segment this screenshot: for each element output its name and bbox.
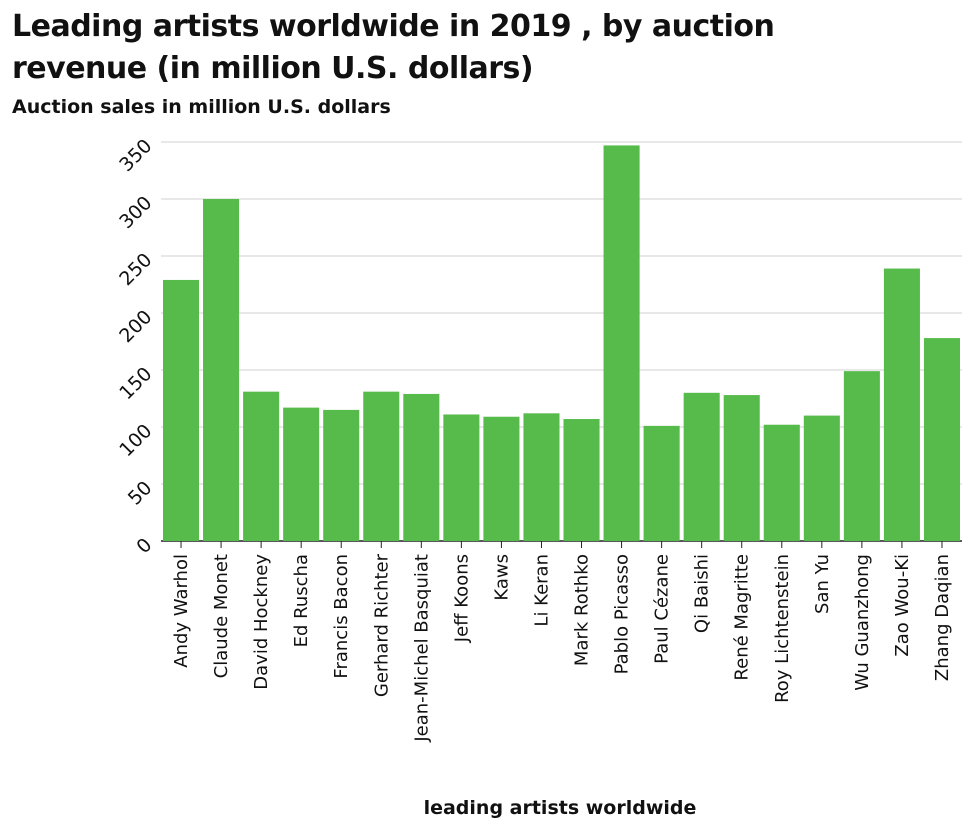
x-tick-label: Gerhard Richter — [371, 553, 392, 697]
bar — [363, 391, 400, 541]
x-tick-label: Francis Bacon — [331, 554, 352, 679]
bar — [443, 414, 480, 541]
y-tick-label: 250 — [115, 249, 156, 290]
x-tick-label: Ed Ruscha — [291, 554, 312, 647]
x-tick-label: San Yu — [812, 554, 833, 614]
bar — [883, 268, 920, 541]
bar — [163, 279, 200, 541]
x-tick-label: Zao Wou-Ki — [892, 554, 913, 657]
x-tick-label: Qi Baishi — [692, 554, 713, 633]
bar — [563, 419, 600, 541]
x-tick-label: Kaws — [491, 554, 512, 601]
x-tick-label: René Magritte — [732, 554, 753, 681]
y-tick-label: 50 — [124, 477, 157, 510]
x-tick-label: Paul Cézane — [652, 554, 673, 664]
y-tick-label: 300 — [115, 192, 156, 233]
y-tick-label: 100 — [115, 420, 156, 461]
x-tick-label: Pablo Picasso — [612, 554, 633, 674]
bars — [163, 145, 960, 542]
bar — [483, 416, 520, 541]
y-tick-label: 0 — [132, 534, 156, 558]
x-tick-label: Zhang Daqian — [932, 554, 953, 681]
bar — [403, 393, 440, 541]
grid-lines — [161, 141, 962, 542]
x-tick-label: Mark Rothko — [572, 554, 593, 666]
y-axis-label: Auction sales in million U.S. dollars — [12, 96, 391, 118]
bar — [683, 392, 720, 541]
y-axis-ticks: 0 50 100 150 200 250 300 350 — [115, 135, 156, 558]
y-tick-label: 150 — [115, 363, 156, 404]
chart-title: Leading artists worldwide in 2019 , by a… — [12, 9, 775, 86]
x-tick-label: Li Keran — [531, 554, 552, 627]
bar — [203, 199, 240, 541]
bar — [603, 145, 640, 542]
x-axis-ticks: Andy Warhol Claude Monet David Hockney Ed R… — [171, 541, 953, 743]
x-tick-label: David Hockney — [251, 554, 272, 690]
bar — [803, 415, 840, 541]
x-tick-label: Jean-Michel Basquiat — [411, 554, 432, 743]
x-tick-label: Andy Warhol — [171, 554, 192, 668]
bar — [243, 391, 280, 541]
x-tick-label: Jeff Koons — [451, 554, 472, 643]
x-tick-label: Claude Monet — [211, 554, 232, 678]
x-axis-label: leading artists worldwide — [423, 797, 697, 819]
bar — [643, 425, 680, 541]
bar — [723, 395, 760, 541]
bar — [323, 409, 360, 541]
bar — [763, 424, 800, 541]
x-tick-label: Wu Guanzhong — [852, 554, 873, 691]
bar — [283, 407, 320, 541]
bar — [843, 371, 880, 541]
bar — [923, 338, 960, 541]
x-tick-label: Roy Lichtenstein — [772, 554, 793, 703]
y-tick-label: 350 — [115, 135, 156, 176]
bar — [523, 413, 560, 541]
y-tick-label: 200 — [115, 306, 156, 347]
